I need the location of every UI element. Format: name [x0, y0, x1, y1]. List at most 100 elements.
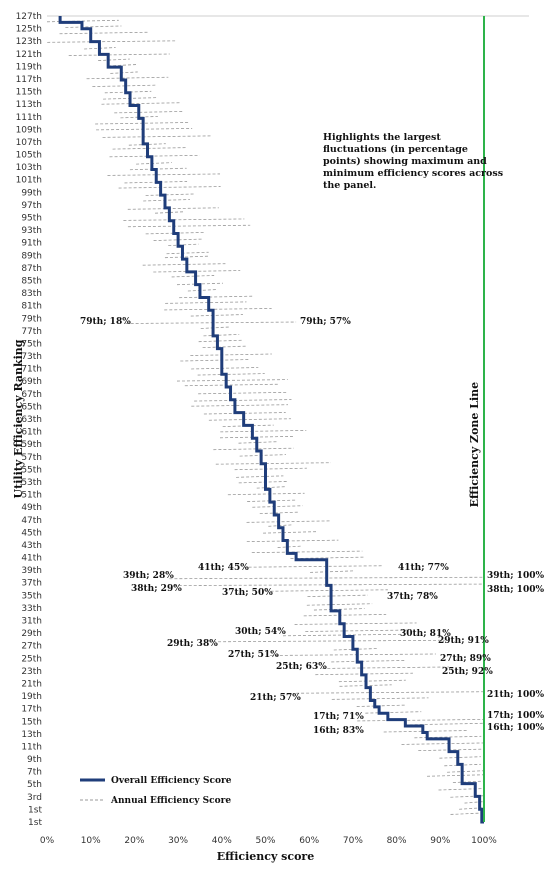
y-tick-label: 89th	[21, 251, 42, 261]
x-tick-label: 100%	[471, 836, 497, 846]
y-tick-label: 85th	[21, 276, 42, 286]
annual-fluctuation-line	[236, 475, 284, 478]
y-tick-label: 79th	[21, 314, 42, 324]
annual-fluctuation-line	[450, 812, 485, 815]
annual-fluctuation-line	[104, 90, 152, 94]
y-tick-label: 13th	[21, 730, 42, 740]
annual-fluctuation-line	[176, 282, 223, 286]
y-tick-label: 91th	[21, 239, 42, 249]
annual-fluctuation-line	[251, 550, 363, 554]
y-tick-label: 1st	[28, 818, 42, 828]
y-tick-label: 115th	[16, 88, 42, 98]
annual-fluctuation-line	[259, 511, 300, 515]
annual-fluctuation-line	[47, 40, 176, 43]
annual-fluctuation-line	[194, 399, 292, 402]
annual-fluctuation-line	[128, 143, 166, 146]
annual-fluctuation-line	[310, 570, 354, 573]
annual-fluctuation-line	[65, 25, 122, 28]
annual-fluctuation-line	[215, 462, 331, 465]
y-tick-label: 31th	[21, 617, 42, 627]
y-tick-label: 45th	[21, 528, 42, 538]
y-tick-label: 61th	[21, 428, 42, 438]
y-tick-label: 77th	[21, 327, 42, 337]
fluctuation-annotation: 39th; 100%	[487, 571, 544, 581]
y-tick-label: 43th	[21, 541, 42, 551]
annual-efficiency-series	[46, 19, 485, 815]
annual-fluctuation-line	[313, 608, 365, 611]
annual-fluctuation-line	[246, 520, 330, 523]
annual-fluctuation-line	[118, 186, 221, 189]
annual-fluctuation-line	[127, 207, 219, 210]
annual-fluctuation-line	[202, 345, 247, 349]
x-tick-label: 10%	[81, 836, 101, 846]
fluctuation-annotation: 79th; 18%	[80, 317, 131, 327]
annual-fluctuation-line	[414, 735, 482, 739]
annual-fluctuation-line	[409, 722, 485, 726]
y-tick-label: 49th	[21, 503, 42, 513]
y-tick-label: 117th	[16, 75, 42, 85]
y-tick-label: 127th	[16, 12, 42, 22]
chart-note-line: the panel.	[323, 180, 376, 191]
y-tick-label: 39th	[21, 566, 42, 576]
x-tick-label: 40%	[212, 836, 232, 846]
y-tick-label: 17th	[21, 705, 42, 715]
annual-fluctuation-line	[191, 404, 288, 407]
annual-fluctuation-line	[184, 383, 279, 387]
fluctuation-annotation: 27th; 89%	[440, 654, 491, 664]
annual-fluctuation-line	[198, 339, 244, 343]
annual-fluctuation-line	[109, 154, 200, 158]
y-tick-label: 113th	[16, 100, 42, 110]
fluctuation-annotation: 30th; 81%	[400, 629, 451, 639]
annual-fluctuation-line	[203, 333, 240, 337]
y-tick-label: 19th	[21, 692, 42, 702]
fluctuation-annotation: 39th; 28%	[123, 571, 174, 581]
y-tick-label: 33th	[21, 604, 42, 614]
annual-fluctuation-line	[331, 697, 429, 700]
annual-fluctuation-line	[136, 162, 172, 165]
y-tick-label: 123th	[16, 37, 42, 47]
y-tick-label: 53th	[21, 478, 42, 488]
y-tick-label: 95th	[21, 214, 42, 224]
annual-fluctuation-line	[120, 116, 158, 119]
x-tick-label: 0%	[40, 836, 55, 846]
annual-fluctuation-line	[96, 128, 193, 131]
annual-fluctuation-line	[153, 270, 241, 273]
y-tick-label: 69th	[21, 377, 42, 387]
x-tick-label: 90%	[430, 836, 450, 846]
annual-fluctuation-line	[145, 193, 195, 196]
chart-note: Highlights the largest fluctuations (in p…	[323, 132, 503, 191]
y-tick-label: 103th	[16, 163, 42, 173]
chart-note-line: Highlights the largest	[323, 132, 441, 143]
x-tick-label: 70%	[343, 836, 363, 846]
legend: Overall Efficiency Score Annual Efficienc…	[80, 776, 232, 806]
annual-fluctuation-line	[143, 199, 191, 202]
annual-fluctuation-line	[166, 251, 209, 255]
y-tick-label: 81th	[21, 302, 42, 312]
chart-note-line: fluctuations (in percentage	[323, 144, 468, 155]
annual-fluctuation-line	[322, 666, 450, 669]
y-tick-label: 101th	[16, 176, 42, 186]
overall-efficiency-line	[58, 16, 484, 824]
fluctuation-annotation: 25th; 92%	[442, 667, 493, 677]
y-axis-title: Utility Efficiency Ranking	[12, 339, 25, 498]
annual-fluctuation-line	[190, 353, 272, 356]
y-tick-label: 97th	[21, 201, 42, 211]
fluctuation-annotation: 41th; 77%	[398, 563, 449, 573]
y-tick-label: 5th	[27, 780, 42, 790]
fluctuation-annotation: 17th; 100%	[487, 711, 544, 721]
annual-fluctuation-line	[191, 367, 259, 370]
x-tick-label: 50%	[255, 836, 275, 846]
annual-fluctuation-line	[305, 629, 412, 632]
fluctuation-annotation: 38th; 100%	[487, 585, 544, 595]
annual-fluctuation-line	[125, 321, 297, 324]
fluctuation-annotation: 21th; 57%	[250, 693, 301, 703]
x-tick-label: 30%	[168, 836, 188, 846]
y-tick-label: 47th	[21, 516, 42, 526]
y-tick-label: 51th	[21, 491, 42, 501]
annual-fluctuation-line	[123, 218, 245, 221]
y-tick-label: 71th	[21, 365, 42, 375]
annual-fluctuation-line	[239, 454, 287, 457]
y-tick-label: 125th	[16, 25, 42, 35]
annual-fluctuation-line	[213, 447, 294, 451]
